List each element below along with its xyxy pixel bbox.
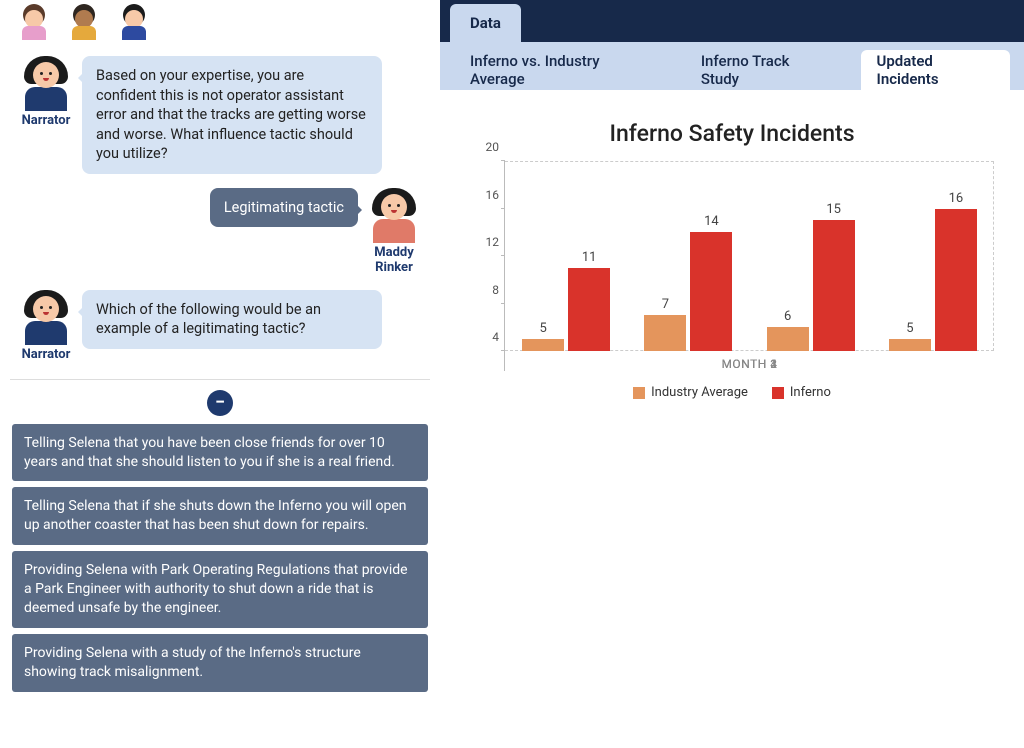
sub-tab[interactable]: Inferno Track Study [685,50,843,90]
sub-tab[interactable]: Inferno vs. Industry Average [454,50,667,90]
y-tick-label: 16 [475,188,499,202]
divider [10,379,430,380]
top-tab-bar: Data [440,0,1024,42]
narrator-avatar [22,290,70,346]
data-panel: Data Inferno vs. Industry AverageInferno… [440,0,1024,748]
maddy-bubble: Legitimating tactic [210,188,358,228]
character-icon[interactable] [70,10,98,46]
bar-value-label: 15 [813,202,855,217]
answer-option[interactable]: Telling Selena that you have been close … [12,424,428,482]
narrator-speaker: Narrator [10,56,82,129]
collapse-button[interactable]: − [207,390,233,416]
bar: 16 [935,209,977,352]
bar-group: 714 [627,161,749,351]
bar: 5 [889,339,931,351]
chart-legend: Industry Average Inferno [470,385,994,400]
narrator-avatar [22,56,70,112]
character-icon[interactable] [120,10,148,46]
chart-title: Inferno Safety Incidents [470,120,994,147]
narrator-message-1: Narrator Based on your expertise, you ar… [10,56,430,174]
bar-groups: 511714615516 [505,161,994,351]
bar: 7 [644,315,686,351]
y-tick-label: 4 [475,330,499,344]
bar: 5 [522,339,564,351]
bar: 11 [568,268,610,351]
y-tick-label: 12 [475,235,499,249]
narrator-message-2: Narrator Which of the following would be… [10,290,430,363]
answer-options: Telling Selena that you have been close … [10,424,430,692]
x-category-label: MONTH 4 [505,357,994,371]
sub-tab[interactable]: Updated Incidents [861,50,1011,90]
legend-item: Inferno [772,385,831,400]
y-tick-label: 20 [475,140,499,154]
top-tab-data[interactable]: Data [450,4,521,42]
bar: 15 [813,220,855,351]
narrator-speaker-2: Narrator [10,290,82,363]
narrator-bubble-2: Which of the following would be an examp… [82,290,382,349]
sub-tab-bar: Inferno vs. Industry Average Inferno Trac… [440,42,1024,90]
character-icon[interactable] [20,10,48,46]
maddy-avatar [370,188,418,244]
bar-value-label: 7 [644,297,686,312]
bar-group: 5 16 [872,161,994,351]
bar-value-label: 14 [690,214,732,229]
answer-option[interactable]: Telling Selena that if she shuts down th… [12,487,428,545]
dialog-panel: Narrator Based on your expertise, you ar… [0,0,440,748]
maddy-reply: Maddy Rinker Legitimating tactic [150,188,430,276]
narrator-name: Narrator [22,114,71,129]
bar: 6 [767,327,809,351]
maddy-name: Maddy Rinker [358,246,430,276]
legend-item: Industry Average [633,385,748,400]
narrator-name-2: Narrator [22,348,71,363]
narrator-bubble-1: Based on your expertise, you are confide… [82,56,382,174]
answer-option[interactable]: Providing Selena with a study of the Inf… [12,634,428,692]
bar-chart: 48121620511714615516MONTH 1MONTH 2MONTH … [504,161,994,371]
character-row [10,10,430,52]
bar-value-label: 11 [568,250,610,265]
answer-option[interactable]: Providing Selena with Park Operating Reg… [12,551,428,628]
bar: 14 [690,232,732,351]
bar-value-label: 5 [522,321,564,336]
bar-value-label: 16 [935,191,977,206]
y-tick-label: 8 [475,283,499,297]
bar-value-label: 6 [767,309,809,324]
bar-value-label: 5 [889,321,931,336]
chart-area: Inferno Safety Incidents 481216205117146… [440,90,1024,400]
bar-group: 615 [750,161,872,351]
bar-group: 5 11 [505,161,627,351]
